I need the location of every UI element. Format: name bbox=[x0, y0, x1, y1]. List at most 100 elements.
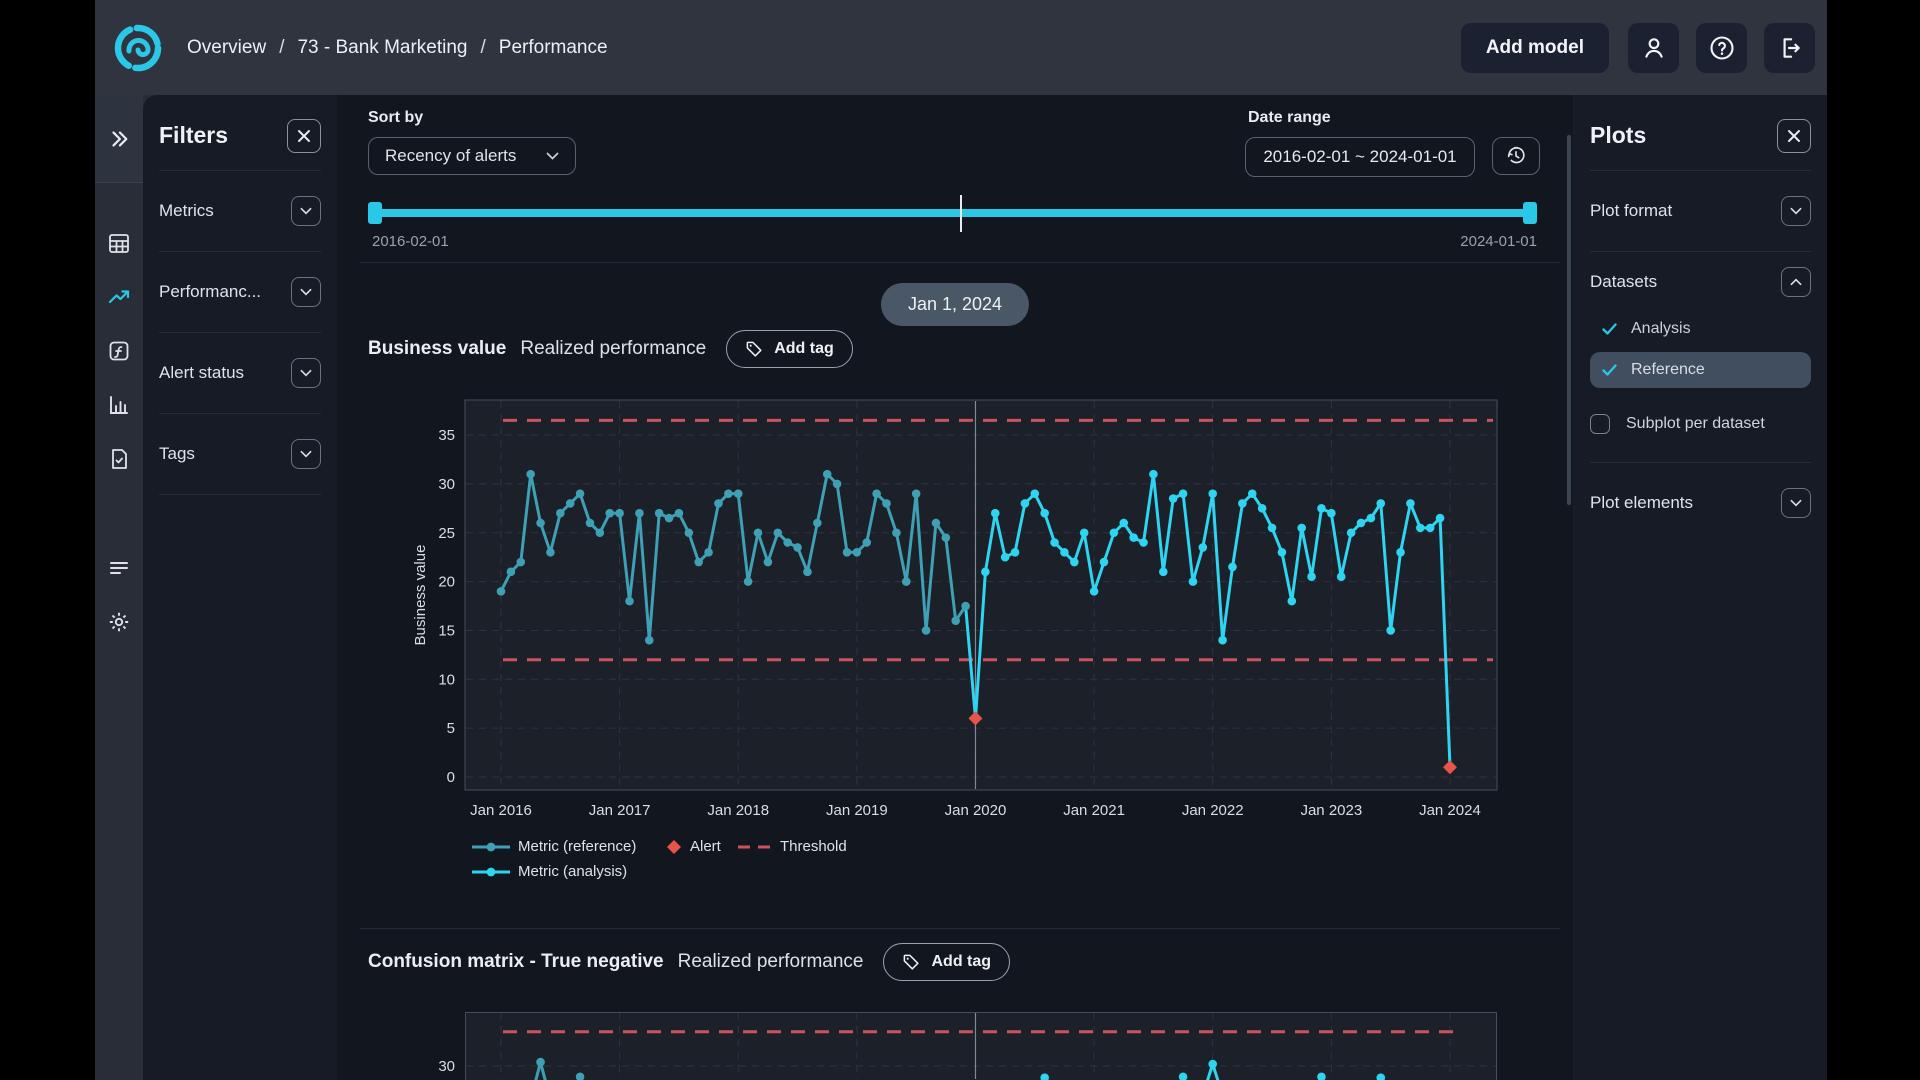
plots-title: Plots bbox=[1590, 122, 1646, 149]
datasets-section: Datasets bbox=[1590, 252, 1811, 312]
chart-2-add-tag-button[interactable]: Add tag bbox=[883, 943, 1010, 981]
logout-button[interactable] bbox=[1764, 23, 1815, 73]
svg-text:15: 15 bbox=[438, 622, 455, 639]
filter-section-expand-button[interactable] bbox=[291, 277, 321, 307]
svg-text:35: 35 bbox=[438, 427, 455, 444]
svg-text:10: 10 bbox=[438, 671, 455, 688]
timeline-end-date: 2024-01-01 bbox=[1460, 233, 1537, 250]
filter-section-expand-button[interactable] bbox=[291, 358, 321, 388]
add-model-button[interactable]: Add model bbox=[1461, 23, 1609, 73]
svg-text:25: 25 bbox=[438, 525, 455, 542]
datasets-label: Datasets bbox=[1590, 272, 1657, 292]
settings-gear-icon[interactable] bbox=[107, 610, 131, 634]
user-account-button[interactable] bbox=[1628, 23, 1679, 73]
confusion-matrix-chart[interactable]: 30 bbox=[337, 1012, 1573, 1080]
svg-text:Jan 2023: Jan 2023 bbox=[1300, 802, 1362, 815]
filter-section-label: Alert status bbox=[159, 363, 244, 383]
plot-elements-expand-button[interactable] bbox=[1781, 488, 1811, 518]
subplot-per-dataset-toggle[interactable]: Subplot per dataset bbox=[1590, 408, 1811, 440]
timeline-cursor bbox=[960, 195, 962, 232]
date-range-input[interactable]: 2016-02-01 ~ 2024-01-01 bbox=[1245, 137, 1475, 177]
check-icon bbox=[1602, 364, 1617, 376]
legend-metric-analysis[interactable]: Metric (analysis) bbox=[472, 863, 627, 880]
alert-swatch bbox=[666, 839, 682, 855]
datasets-collapse-button[interactable] bbox=[1781, 267, 1811, 297]
dataset-item-reference[interactable]: Reference bbox=[1590, 352, 1811, 388]
icon-rail bbox=[95, 95, 143, 1080]
main-scrollbar[interactable] bbox=[1567, 135, 1571, 505]
plots-close-button[interactable] bbox=[1777, 119, 1811, 153]
report-document-icon[interactable] bbox=[107, 447, 131, 471]
chevron-down-icon bbox=[1790, 499, 1802, 507]
filters-title: Filters bbox=[159, 122, 228, 149]
function-icon[interactable] bbox=[107, 339, 131, 363]
filter-section-alert-status: Alert status bbox=[159, 333, 321, 414]
help-icon bbox=[1708, 34, 1736, 62]
nannyml-logo[interactable] bbox=[111, 21, 165, 75]
filter-section-tags: Tags bbox=[159, 414, 321, 495]
timeline-slider-handle-end[interactable] bbox=[1523, 202, 1537, 224]
legend-label: Metric (analysis) bbox=[518, 863, 627, 880]
plot-format-expand-button[interactable] bbox=[1781, 196, 1811, 226]
date-range-label: Date range bbox=[1248, 109, 1331, 127]
bar-chart-icon[interactable] bbox=[107, 393, 131, 417]
plot-format-label: Plot format bbox=[1590, 201, 1672, 221]
help-button[interactable] bbox=[1696, 23, 1747, 73]
business-value-chart[interactable]: 05101520253035Jan 2016Jan 2017Jan 2018Ja… bbox=[337, 390, 1573, 815]
subplot-checkbox[interactable] bbox=[1590, 414, 1610, 434]
svg-text:20: 20 bbox=[438, 574, 455, 591]
timeline-slider-track[interactable] bbox=[374, 209, 1537, 217]
cursor-date-chip: Jan 1, 2024 bbox=[881, 283, 1029, 326]
legend-metric-reference[interactable]: Metric (reference) bbox=[472, 838, 636, 855]
filter-section-label: Metrics bbox=[159, 201, 214, 221]
app-window: Overview/73 - Bank Marketing/Performance… bbox=[95, 0, 1827, 1080]
chart-2-subtitle: Realized performance bbox=[678, 951, 864, 973]
chevron-down-icon bbox=[1790, 207, 1802, 215]
filter-section-label: Performanc... bbox=[159, 282, 261, 302]
dataset-item-analysis[interactable]: Analysis bbox=[1590, 312, 1811, 346]
dataset-item-label: Reference bbox=[1631, 361, 1705, 379]
chevron-down-icon bbox=[546, 152, 559, 160]
plots-panel: Plots Plot format Datasets Analysis bbox=[1573, 95, 1827, 1080]
date-history-button[interactable] bbox=[1492, 137, 1540, 175]
breadcrumb-item[interactable]: Overview bbox=[187, 37, 266, 59]
svg-text:5: 5 bbox=[447, 720, 455, 737]
legend-label: Metric (reference) bbox=[518, 838, 636, 855]
svg-text:30: 30 bbox=[438, 476, 455, 493]
svg-text:Jan 2017: Jan 2017 bbox=[589, 802, 651, 815]
filter-section-expand-button[interactable] bbox=[291, 196, 321, 226]
check-icon bbox=[1602, 323, 1617, 335]
line-swatch bbox=[472, 866, 510, 878]
history-icon bbox=[1505, 145, 1527, 167]
filter-section-performanc: Performanc... bbox=[159, 252, 321, 333]
main-content: Sort by Recency of alerts Date range 201… bbox=[337, 95, 1573, 1080]
plot-elements-section: Plot elements bbox=[1590, 463, 1811, 543]
line-swatch bbox=[472, 841, 510, 853]
svg-text:Jan 2016: Jan 2016 bbox=[470, 802, 532, 815]
svg-text:Jan 2020: Jan 2020 bbox=[945, 802, 1007, 815]
tag-icon bbox=[902, 953, 921, 972]
legend-alert[interactable]: Alert bbox=[666, 838, 721, 855]
svg-text:Jan 2024: Jan 2024 bbox=[1419, 802, 1481, 815]
sort-by-dropdown[interactable]: Recency of alerts bbox=[368, 137, 576, 175]
tag-icon bbox=[745, 340, 764, 359]
breadcrumb-separator: / bbox=[279, 37, 284, 59]
filter-lines-icon[interactable] bbox=[107, 556, 131, 580]
sidebar-expand-button[interactable] bbox=[95, 95, 143, 183]
svg-text:30: 30 bbox=[438, 1058, 455, 1075]
performance-trend-icon[interactable] bbox=[107, 285, 131, 309]
legend-label: Alert bbox=[690, 838, 721, 855]
filters-close-button[interactable] bbox=[287, 119, 321, 153]
close-icon bbox=[1787, 129, 1801, 143]
legend-threshold[interactable]: Threshold bbox=[738, 838, 847, 855]
chart-1-add-tag-button[interactable]: Add tag bbox=[726, 330, 853, 368]
filter-section-metrics: Metrics bbox=[159, 171, 321, 252]
filter-section-expand-button[interactable] bbox=[291, 439, 321, 469]
breadcrumb-separator: / bbox=[481, 37, 486, 59]
breadcrumb-item[interactable]: 73 - Bank Marketing bbox=[297, 37, 467, 59]
data-table-icon[interactable] bbox=[107, 231, 131, 255]
logout-icon bbox=[1777, 35, 1803, 61]
chart-1-header: Business value Realized performance Add … bbox=[368, 330, 853, 368]
user-icon bbox=[1641, 35, 1667, 61]
timeline-slider-handle-start[interactable] bbox=[368, 202, 382, 224]
